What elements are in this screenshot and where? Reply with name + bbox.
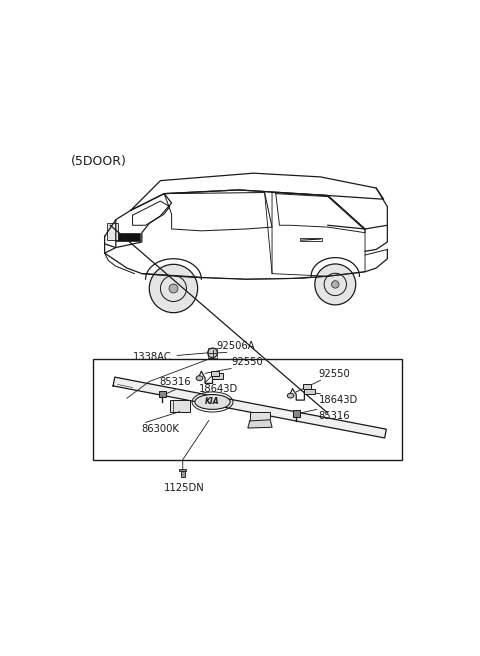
Bar bbox=[94, 359, 402, 460]
Circle shape bbox=[208, 348, 217, 358]
Circle shape bbox=[332, 281, 339, 288]
Circle shape bbox=[315, 264, 356, 305]
Bar bbox=[300, 237, 322, 241]
Bar bbox=[211, 371, 219, 376]
Circle shape bbox=[169, 284, 178, 293]
Text: 1338AC: 1338AC bbox=[132, 352, 171, 361]
Text: KIA: KIA bbox=[205, 398, 220, 407]
Bar bbox=[292, 410, 300, 417]
Text: 92550: 92550 bbox=[319, 369, 350, 379]
Text: 1125DN: 1125DN bbox=[163, 483, 204, 493]
Text: 86300K: 86300K bbox=[141, 424, 179, 434]
Text: 18643D: 18643D bbox=[319, 396, 358, 405]
Bar bbox=[107, 224, 118, 240]
Bar bbox=[303, 384, 311, 389]
Bar bbox=[180, 470, 185, 478]
Bar bbox=[116, 233, 140, 241]
Polygon shape bbox=[248, 420, 272, 428]
Text: 18643D: 18643D bbox=[199, 384, 238, 394]
Ellipse shape bbox=[195, 394, 230, 409]
Polygon shape bbox=[113, 377, 386, 438]
Bar bbox=[304, 389, 315, 394]
Circle shape bbox=[149, 264, 198, 313]
Bar bbox=[158, 391, 166, 398]
Bar bbox=[212, 373, 223, 379]
Text: 85316: 85316 bbox=[319, 411, 350, 421]
Bar bbox=[250, 411, 270, 421]
Bar bbox=[170, 400, 190, 411]
Text: 92550: 92550 bbox=[231, 357, 263, 367]
Bar bbox=[179, 469, 186, 471]
Ellipse shape bbox=[288, 393, 294, 398]
Text: 92506A: 92506A bbox=[216, 340, 255, 350]
Bar bbox=[208, 348, 217, 358]
Ellipse shape bbox=[196, 376, 203, 380]
Text: (5DOOR): (5DOOR) bbox=[71, 155, 127, 167]
Text: 85316: 85316 bbox=[160, 377, 192, 387]
